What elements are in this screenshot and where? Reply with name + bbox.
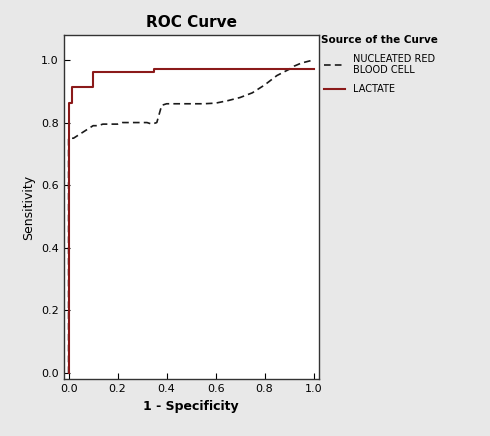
Legend: NUCLEATED RED
BLOOD CELL, LACTATE: NUCLEATED RED BLOOD CELL, LACTATE [321,35,438,94]
X-axis label: 1 - Specificity: 1 - Specificity [143,400,239,413]
Y-axis label: Sensitivity: Sensitivity [23,174,36,240]
Title: ROC Curve: ROC Curve [146,14,237,30]
